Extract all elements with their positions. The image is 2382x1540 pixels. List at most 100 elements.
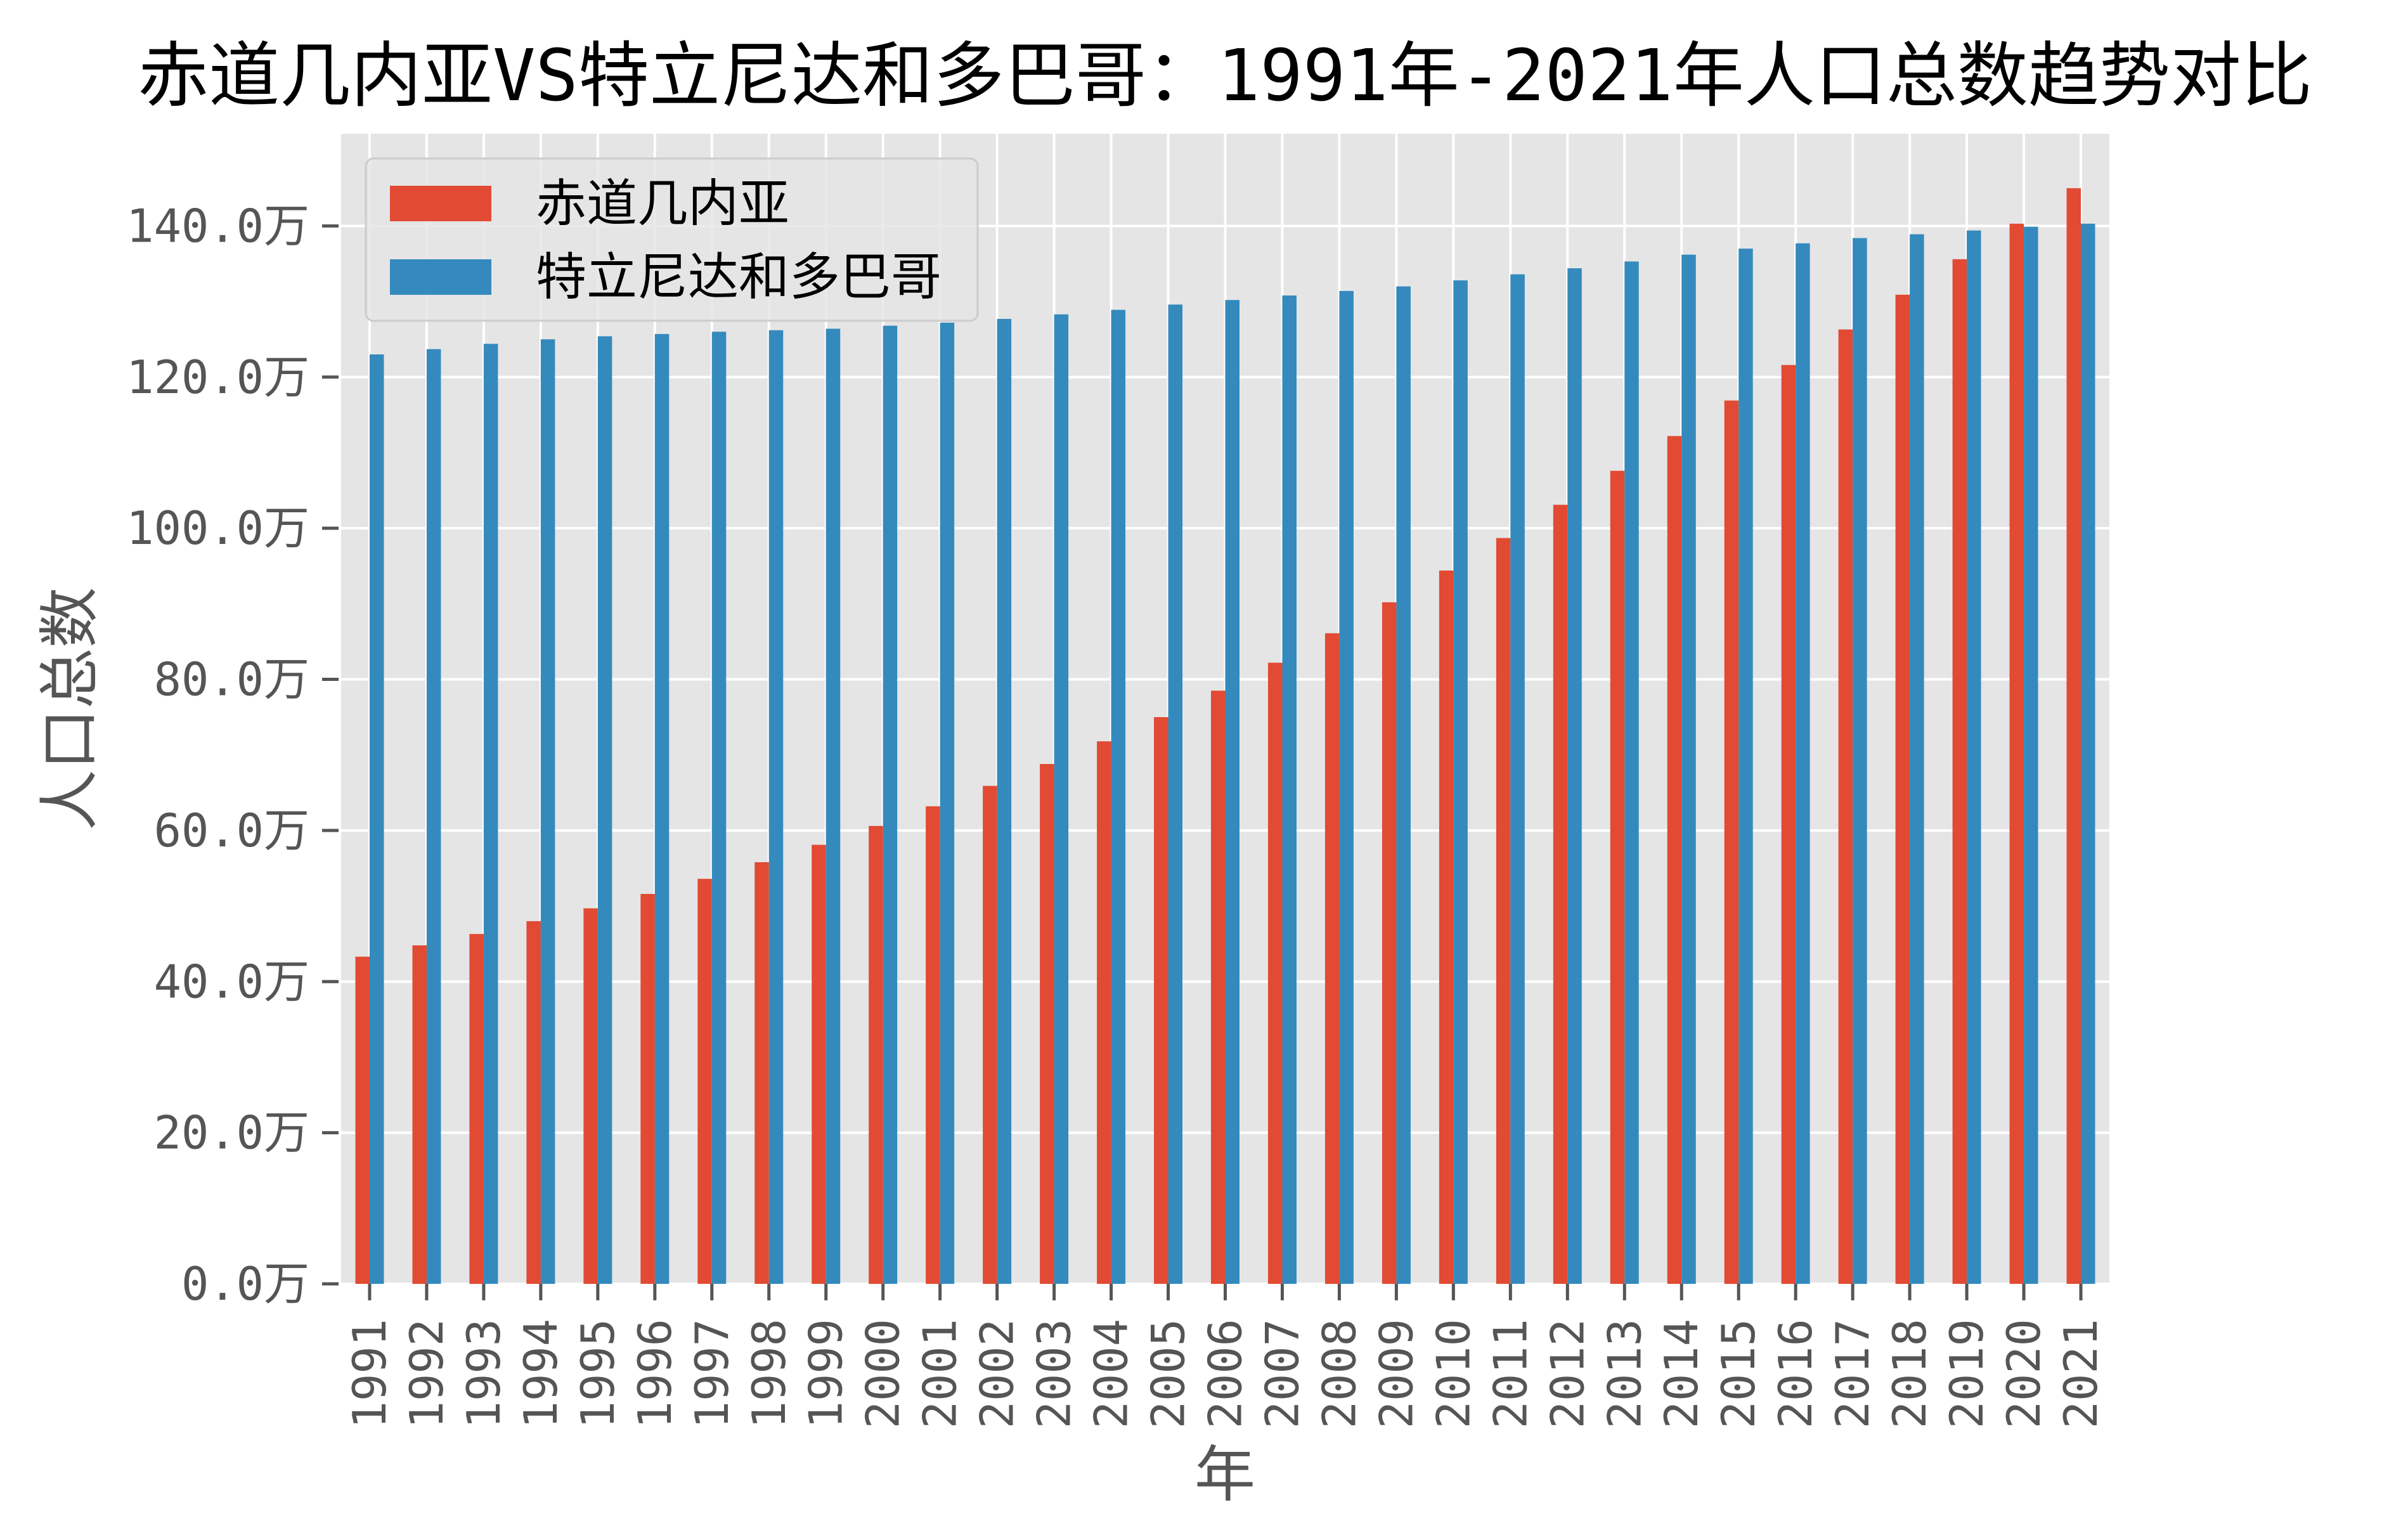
bar-series-0-2003	[1040, 764, 1054, 1284]
bar-series-1-1998	[768, 330, 784, 1284]
x-tick-label: 2015	[1712, 1319, 1765, 1428]
x-tick-label: 2021	[2054, 1319, 2107, 1428]
x-tick-label: 1991	[343, 1319, 396, 1428]
bar-series-0-2011	[1496, 538, 1511, 1284]
x-tick-label: 2002	[971, 1319, 1024, 1428]
x-tick-label: 2017	[1826, 1319, 1879, 1428]
legend-swatch-series-0	[390, 186, 491, 221]
bar-series-1-2007	[1282, 295, 1297, 1284]
bar-series-1-2015	[1738, 249, 1753, 1284]
x-tick-label: 1996	[628, 1319, 682, 1428]
bar-series-0-2008	[1324, 633, 1340, 1284]
x-tick-label: 1997	[685, 1319, 739, 1428]
bar-series-0-2020	[2009, 223, 2024, 1284]
y-axis-label: 人口总数	[34, 587, 105, 831]
bar-series-0-1992	[412, 945, 427, 1284]
x-tick-label: 1995	[571, 1319, 625, 1428]
bar-series-1-2005	[1168, 304, 1183, 1284]
x-tick-label: 2014	[1655, 1319, 1708, 1428]
bar-series-1-2013	[1624, 261, 1639, 1284]
x-tick-label: 2004	[1085, 1319, 1138, 1428]
bar-series-1-2004	[1111, 309, 1126, 1284]
bar-series-0-2018	[1895, 294, 1910, 1284]
y-tick-label: 120.0万	[126, 351, 309, 404]
bar-series-1-1999	[825, 328, 841, 1284]
bar-series-1-1992	[426, 349, 441, 1284]
x-tick-label: 1998	[742, 1319, 796, 1428]
y-tick-label: 0.0万	[181, 1257, 309, 1310]
bar-series-0-2009	[1382, 602, 1397, 1284]
legend-swatch-series-1	[390, 259, 491, 295]
bar-series-1-2008	[1339, 290, 1354, 1284]
x-tick-label: 2011	[1484, 1319, 1537, 1428]
bar-series-0-2002	[983, 786, 997, 1284]
bar-series-1-2002	[997, 319, 1012, 1284]
bars	[355, 188, 2095, 1284]
bar-series-0-2006	[1211, 690, 1226, 1284]
bar-series-1-2006	[1225, 300, 1240, 1284]
x-tick-label: 1993	[457, 1319, 510, 1428]
bar-series-1-2011	[1510, 274, 1525, 1284]
x-tick-label: 1999	[799, 1319, 853, 1428]
x-tick-label: 2006	[1199, 1319, 1252, 1428]
bar-series-0-2017	[1838, 329, 1853, 1284]
bar-series-0-2014	[1667, 436, 1682, 1284]
bar-series-0-1996	[640, 894, 655, 1284]
bar-series-0-2012	[1553, 505, 1568, 1284]
bar-series-1-1994	[540, 339, 555, 1284]
x-tick-label: 2009	[1369, 1319, 1423, 1428]
bar-series-0-1997	[697, 879, 712, 1284]
x-tick-label: 2003	[1028, 1319, 1081, 1428]
bar-series-0-2016	[1781, 365, 1796, 1284]
legend-frame	[365, 157, 979, 322]
x-tick-label: 2019	[1940, 1319, 1993, 1428]
bar-series-0-1991	[355, 956, 370, 1284]
y-tick-label: 140.0万	[126, 199, 309, 252]
x-tick-label: 2018	[1883, 1319, 1936, 1428]
x-tick-label: 2007	[1255, 1319, 1309, 1428]
bar-series-0-2004	[1097, 741, 1111, 1284]
x-tick-label: 2008	[1312, 1319, 1366, 1428]
legend: 赤道几内亚 特立尼达和多巴哥	[365, 157, 979, 322]
bar-series-1-1997	[711, 332, 727, 1284]
bar-series-1-2017	[1853, 238, 1867, 1284]
bar-series-0-2005	[1154, 717, 1168, 1284]
y-tick-label: 20.0万	[154, 1106, 309, 1160]
bar-series-0-1999	[812, 844, 826, 1284]
x-tick-label: 2012	[1541, 1319, 1594, 1428]
x-tick-label: 2005	[1142, 1319, 1195, 1428]
bar-series-1-2016	[1796, 243, 1810, 1284]
bar-series-0-2010	[1439, 570, 1454, 1284]
bar-series-1-2020	[2024, 226, 2038, 1284]
y-tick-label: 100.0万	[126, 501, 309, 555]
bar-series-0-2015	[1724, 400, 1739, 1284]
bar-series-1-1995	[597, 336, 612, 1284]
bar-series-1-1993	[483, 344, 498, 1284]
x-tick-label: 1994	[514, 1319, 567, 1428]
legend-label-series-1: 特立尼达和多巴哥	[536, 248, 942, 307]
bar-series-0-2019	[1952, 259, 1967, 1284]
y-tick-label: 60.0万	[154, 804, 309, 857]
x-axis-label: 年	[1194, 1439, 1255, 1510]
bar-series-0-2000	[869, 825, 883, 1284]
bar-series-1-2021	[2081, 223, 2095, 1284]
x-tick-label: 2010	[1427, 1319, 1480, 1428]
x-tick-label: 2020	[1997, 1319, 2050, 1428]
bar-series-0-2021	[2066, 188, 2081, 1284]
x-tick-label: 2013	[1598, 1319, 1651, 1428]
x-tick-label: 2016	[1769, 1319, 1822, 1428]
bar-series-1-1991	[369, 354, 384, 1284]
bar-series-0-2001	[926, 806, 940, 1284]
chart-title: 赤道几内亚VS特立尼达和多巴哥：1991年-2021年人口总数趋势对比	[138, 35, 2312, 117]
bar-series-0-1998	[754, 862, 769, 1284]
x-tick-label: 1992	[400, 1319, 453, 1428]
bar-series-0-1993	[469, 934, 484, 1284]
y-tick-label: 80.0万	[154, 653, 309, 706]
bar-series-0-2013	[1610, 470, 1625, 1284]
x-tick-label: 2001	[914, 1319, 967, 1428]
bar-series-1-1996	[654, 333, 670, 1284]
bar-series-1-2018	[1910, 234, 1924, 1284]
y-tick-label: 40.0万	[154, 955, 309, 1008]
bar-series-1-2014	[1681, 254, 1696, 1284]
